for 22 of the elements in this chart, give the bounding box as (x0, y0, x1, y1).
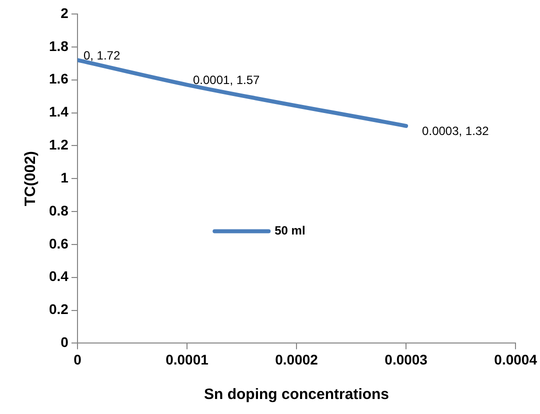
x-axis-title: Sn doping concentrations (204, 386, 390, 404)
data-label: 0.0001, 1.57 (192, 73, 260, 88)
y-tick-label: 0.4 (48, 268, 69, 284)
data-label: 0.0003, 1.32 (422, 124, 490, 138)
legend-label: 50 ml (274, 224, 306, 238)
y-tick-label: 0 (60, 334, 69, 350)
y-tick-label: 1.8 (48, 38, 69, 54)
y-tick-label: 0.6 (48, 235, 69, 252)
x-tick-label: 0.0003 (384, 351, 428, 368)
y-tick-label: 1.6 (48, 70, 69, 87)
y-tick-label: 1.2 (48, 136, 69, 153)
x-tick-label: 0 (74, 351, 82, 368)
data-label: 0, 1.72 (83, 48, 120, 62)
x-tick-label: 0.0004 (494, 351, 538, 368)
y-tick-label: 0.2 (48, 301, 69, 318)
x-tick-label: 0.0001 (166, 351, 209, 368)
y-tick-label: 0.8 (48, 202, 69, 218)
y-tick-label: 2 (60, 4, 69, 21)
y-tick-label: 1 (60, 169, 69, 186)
y-axis-title: TC(002) (22, 151, 40, 206)
y-tick-label: 1.4 (48, 104, 69, 120)
x-tick-label: 0.0002 (275, 351, 318, 368)
